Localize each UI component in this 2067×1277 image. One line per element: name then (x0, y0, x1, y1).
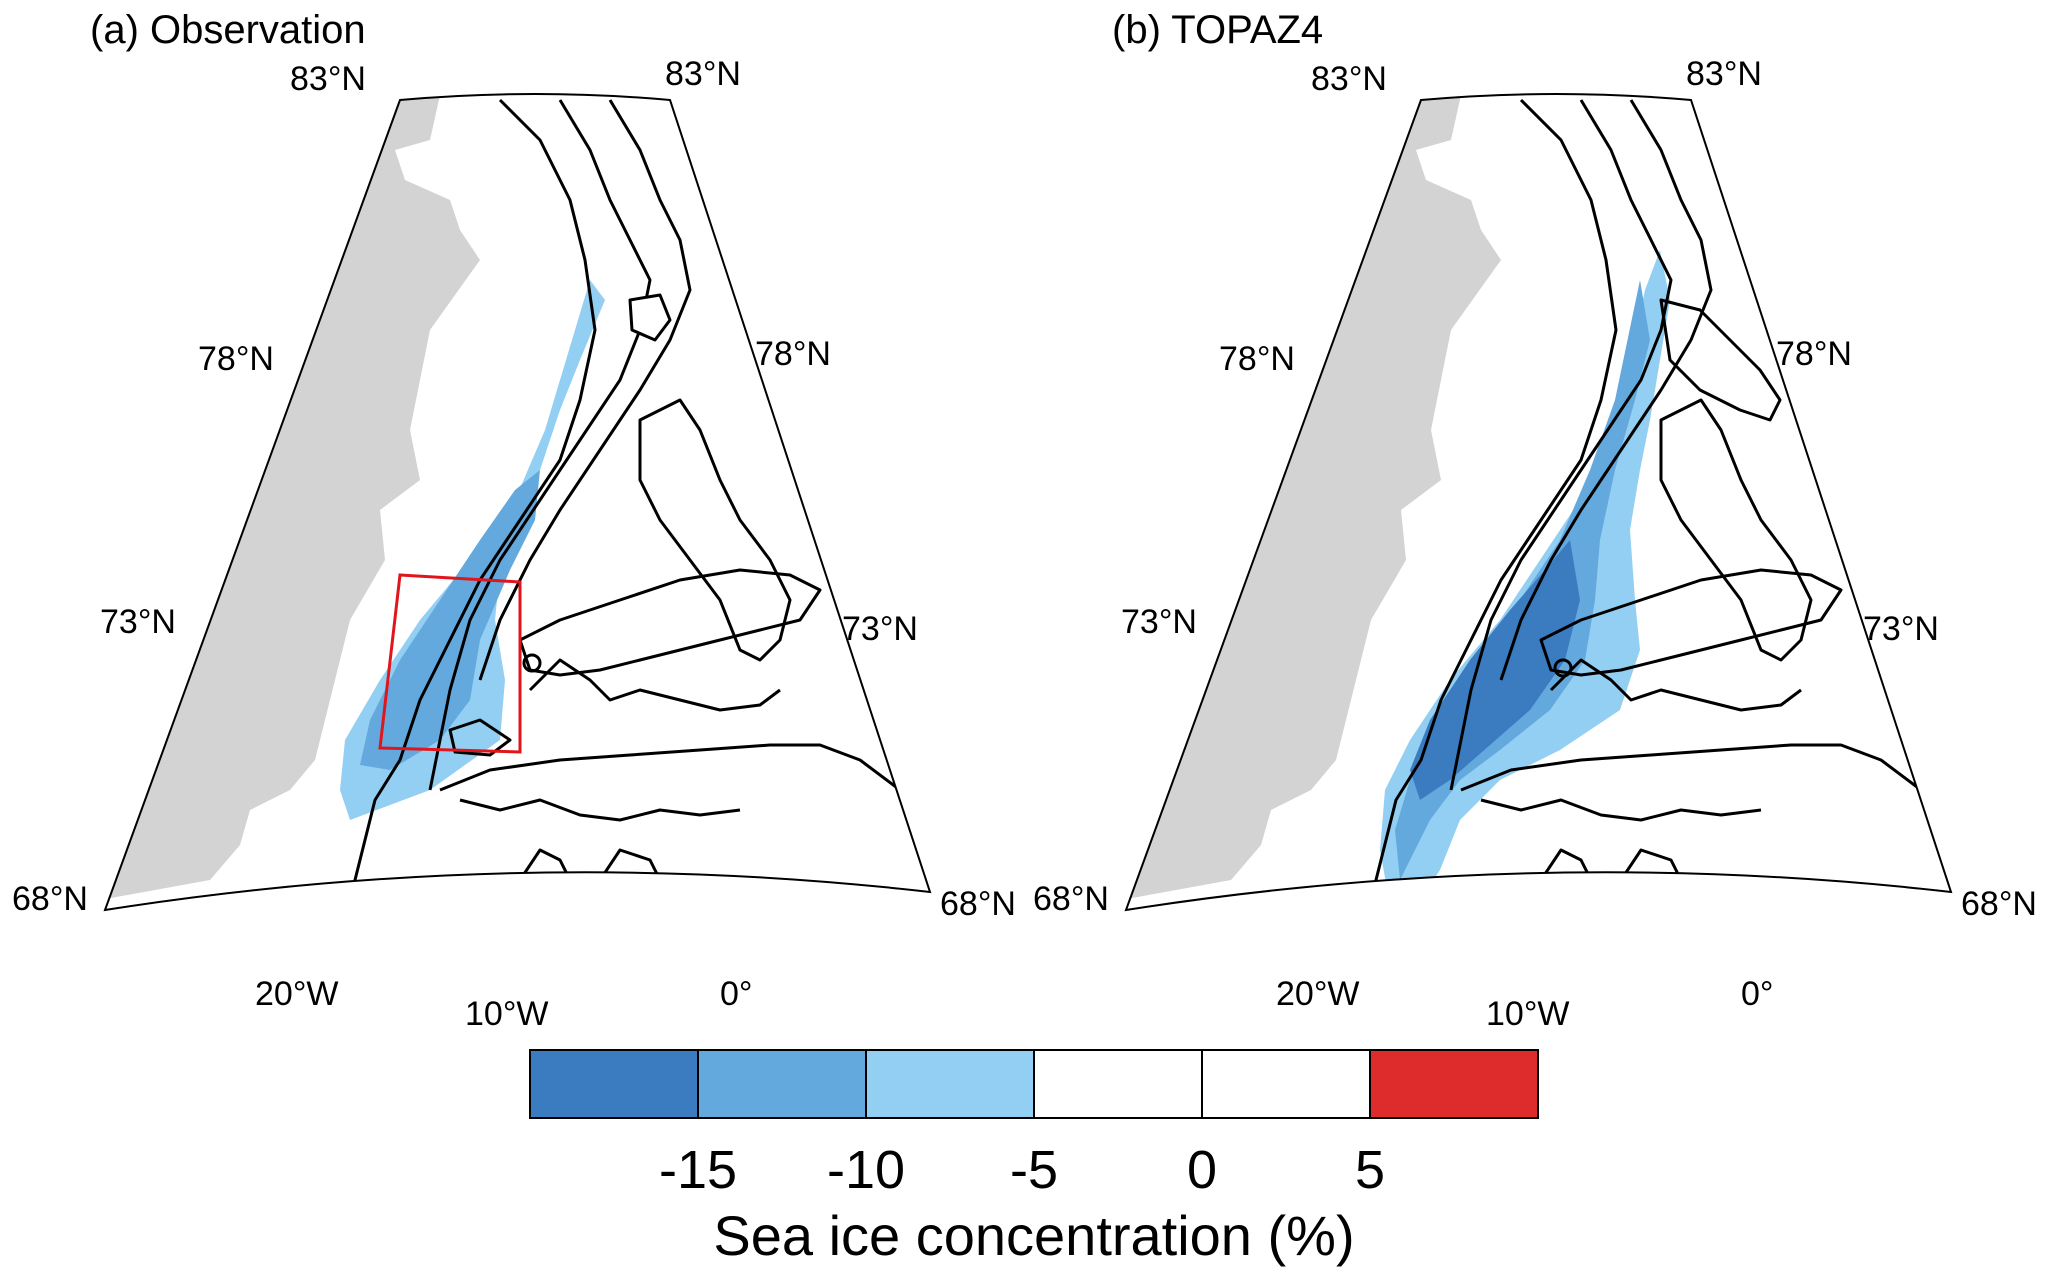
contour-line (348, 98, 597, 901)
colorbar-bin-4 (1033, 1049, 1203, 1119)
colorbar-title: Sea ice concentration (%) (713, 1204, 1354, 1267)
contour-line (1369, 98, 1618, 901)
study-area-box (378, 573, 522, 754)
lat-label-68n-left: 68°N (12, 880, 88, 918)
contour-line (1539, 848, 1603, 901)
colorbar-tick-label: 0 (1187, 1140, 1217, 1200)
lat-label-68n-right: 68°N (940, 885, 1016, 923)
contour-line (1659, 298, 1782, 422)
panel-a-map-area (105, 94, 930, 901)
lon-label-20w: 20°W (255, 975, 339, 1013)
lat-label-83n-right: 83°N (665, 55, 741, 93)
panel-b-map-frame (1124, 93, 1953, 912)
lat-label-73n-left: 73°N (100, 603, 176, 641)
lat-label-68n-right: 68°N (1961, 885, 2037, 923)
lat-label-83n-left: 83°N (290, 60, 366, 98)
colorbar-bin-1 (529, 1049, 699, 1119)
lon-label-0: 0° (1741, 975, 1774, 1013)
contour-line (518, 848, 582, 901)
contour-line (459, 798, 741, 822)
lat-label-73n-right: 73°N (842, 610, 918, 648)
jan-mayen-island (522, 653, 542, 673)
contour-line (448, 718, 512, 757)
jan-mayen-ridge (1659, 398, 1813, 662)
lat-label-83n-left: 83°N (1311, 60, 1387, 98)
colorbar-bin-2 (697, 1049, 867, 1119)
contour-line (1449, 99, 1673, 791)
contour-line (428, 99, 652, 791)
lon-label-0: 0° (720, 975, 753, 1013)
colorbar-tick-label: -5 (1010, 1140, 1058, 1200)
panel-a-map-frame (103, 93, 932, 912)
jan-mayen-island (1553, 658, 1573, 678)
colorbar-bin-6 (1369, 1049, 1539, 1119)
contour-line (1619, 848, 1693, 901)
panel-b: (b) TOPAZ4 83°N 83°N 78°N 78°N 73°N 73°N (1033, 8, 2037, 1033)
contour-line (1480, 798, 1762, 822)
lat-label-83n-right: 83°N (1686, 55, 1762, 93)
lon-label-10w: 10°W (465, 995, 549, 1033)
panel-b-title: (b) TOPAZ4 (1112, 8, 1323, 52)
lon-label-10w: 10°W (1486, 995, 1570, 1033)
colorbar-tick-label: -15 (659, 1140, 737, 1200)
colorbar-tick-label: 5 (1355, 1140, 1385, 1200)
jan-mayen-ridge (638, 398, 792, 662)
lat-label-78n-right: 78°N (1776, 335, 1852, 373)
contour-line (439, 743, 930, 861)
contour-line (478, 99, 692, 681)
contour-line (528, 658, 781, 712)
lat-label-73n-left: 73°N (1121, 603, 1197, 641)
lon-label-20w: 20°W (1276, 975, 1360, 1013)
contour-line (1460, 743, 1951, 861)
colorbar: -15 -10 -5 0 5 Sea ice concentration (%) (529, 1049, 1539, 1267)
colorbar-bin-5 (1201, 1049, 1371, 1119)
panel-a: (a) Observation 83°N (12, 8, 1016, 1033)
island-outline (628, 293, 672, 342)
panel-a-title: (a) Observation (90, 8, 366, 52)
contour-line (598, 848, 672, 901)
lat-label-73n-right: 73°N (1863, 610, 1939, 648)
colorbar-bin-3 (865, 1049, 1035, 1119)
panel-b-map-area (1126, 94, 1951, 905)
lat-label-78n-left: 78°N (1219, 340, 1295, 378)
ice-anomaly-dark (1410, 540, 1580, 800)
colorbar-tick-label: -10 (827, 1140, 905, 1200)
lat-label-68n-left: 68°N (1033, 880, 1109, 918)
lat-label-78n-left: 78°N (198, 340, 274, 378)
lat-label-78n-right: 78°N (755, 335, 831, 373)
contour-line (1549, 658, 1802, 712)
ice-anomaly-medium (360, 470, 540, 770)
